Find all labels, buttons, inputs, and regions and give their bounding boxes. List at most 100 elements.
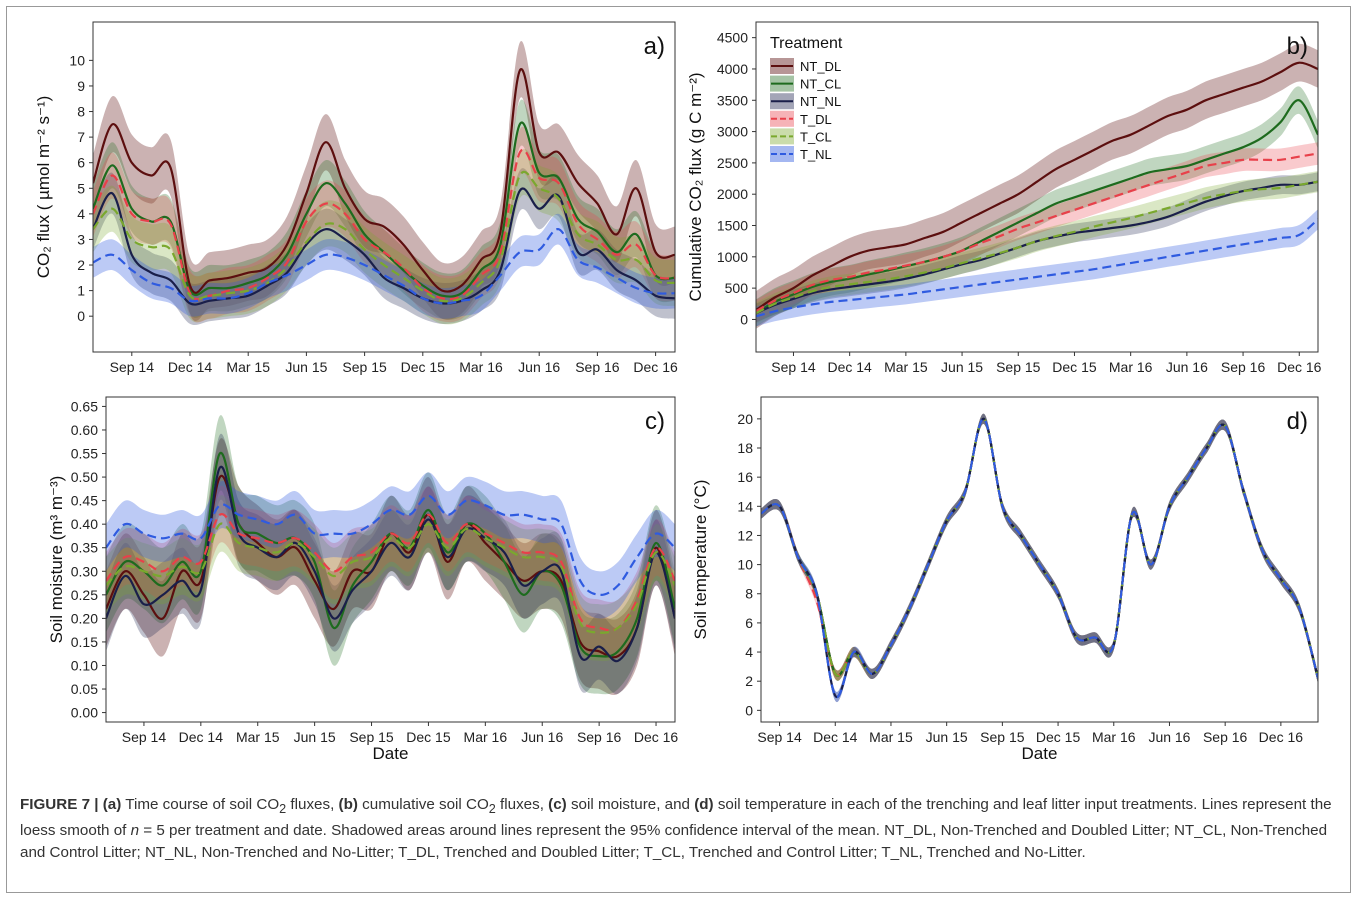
xtick-label-c: Sep 15	[349, 729, 394, 745]
xtick-label-d: Mar 15	[869, 729, 913, 745]
xtick-label-c: Jun 15	[294, 729, 336, 745]
xtick-label-d: Sep 14	[757, 729, 802, 745]
xtick-label-d: Sep 16	[1203, 729, 1248, 745]
ytick-label-d: 12	[737, 527, 753, 543]
band-c-T_DL	[106, 485, 675, 659]
caption-b-text2: fluxes,	[495, 796, 549, 813]
xtick-label-c: Dec 14	[179, 729, 224, 745]
legend-label-NT_DL: NT_DL	[800, 59, 841, 74]
band-c-NT_DL	[106, 438, 675, 695]
xtick-label-d: Dec 14	[813, 729, 858, 745]
figure-caption: FIGURE 7 | (a) Time course of soil CO2 f…	[20, 794, 1335, 864]
xtick-label-a: Jun 15	[285, 359, 327, 375]
line-c-T_NL	[106, 494, 675, 596]
ytick-label-d: 0	[745, 702, 753, 718]
xtick-label-a: Mar 15	[226, 359, 270, 375]
line-b-NT_DL	[756, 61, 1318, 311]
xtick-label-b: Mar 16	[1109, 359, 1153, 375]
ytick-label-a: 5	[77, 180, 85, 196]
xtick-label-d: Mar 16	[1092, 729, 1136, 745]
xlabel-d: Date	[1022, 744, 1058, 763]
ytick-label-d: 10	[737, 557, 753, 573]
band-a-T_CL	[93, 148, 675, 325]
ytick-label-b: 0	[740, 311, 748, 327]
line-d-T_NL	[761, 417, 1318, 699]
ytick-label-a: 1	[77, 283, 85, 299]
ytick-label-b: 2500	[717, 155, 748, 171]
line-b-NT_CL	[756, 99, 1318, 315]
line-c-T_CL	[106, 522, 675, 634]
line-b-T_DL	[756, 152, 1318, 313]
ytick-label-c: 0.10	[71, 657, 98, 673]
xtick-label-b: Sep 16	[1221, 359, 1266, 375]
plot-area-c	[106, 397, 675, 722]
ytick-label-d: 2	[745, 673, 753, 689]
ytick-label-a: 6	[77, 155, 85, 171]
band-b-NT_DL	[756, 43, 1318, 329]
caption-a-text2: fluxes,	[286, 796, 339, 813]
line-a-T_NL	[93, 228, 675, 305]
xtick-label-c: Sep 16	[577, 729, 622, 745]
xtick-label-d: Dec 16	[1259, 729, 1304, 745]
xtick-label-b: Sep 15	[996, 359, 1041, 375]
band-b-T_NL	[756, 209, 1318, 327]
ytick-label-a: 10	[69, 52, 85, 68]
line-c-NT_NL	[106, 465, 675, 663]
ytick-label-b: 1500	[717, 218, 748, 234]
plot-area-b	[756, 22, 1318, 352]
panel-d: 0 2 4 6 8 10 12 14 16 18 20 Sep 14 Dec 14 Mar 15 Jun 1…	[691, 396, 1319, 763]
ytick-label-b: 4500	[717, 30, 748, 46]
ylabel-c: Soil moisture (m³ m⁻³)	[47, 476, 66, 644]
ytick-label-b: 3000	[717, 124, 748, 140]
plot-border-d	[760, 396, 1319, 723]
caption-figure-label: FIGURE 7 |	[20, 796, 99, 813]
legend-title: Treatment	[770, 35, 843, 52]
xtick-label-a: Sep 15	[342, 359, 387, 375]
plot-border-b	[755, 21, 1319, 353]
xtick-label-a: Dec 16	[633, 359, 678, 375]
ytick-label-d: 18	[737, 440, 753, 456]
ytick-label-d: 6	[745, 615, 753, 631]
ytick-label-a: 2	[77, 257, 85, 273]
line-b-T_NL	[756, 218, 1318, 318]
ytick-label-a: 4	[77, 206, 85, 222]
xlabel-c: Date	[373, 744, 409, 763]
caption-d-tag: (d)	[694, 796, 714, 813]
ytick-label-c: 0.65	[71, 398, 98, 414]
ytick-label-c: 0.40	[71, 516, 98, 532]
legend-label-T_CL: T_CL	[800, 129, 832, 144]
legend-label-T_DL: T_DL	[800, 112, 832, 127]
xtick-label-c: Mar 16	[464, 729, 508, 745]
band-d-NT_NL	[761, 413, 1318, 703]
band-b-T_CL	[756, 171, 1318, 324]
plot-border-a	[92, 21, 676, 353]
ytick-label-b: 1000	[717, 249, 748, 265]
ytick-label-b: 3500	[717, 92, 748, 108]
caption-n-text: = 5 per treatment and date. Shadowed are…	[20, 822, 1328, 862]
figure-frame	[6, 6, 1351, 893]
caption-a-sub: 2	[279, 802, 287, 817]
xtick-label-d: Sep 15	[980, 729, 1025, 745]
ytick-label-a: 9	[77, 78, 85, 94]
legend-label-NT_CL: NT_CL	[800, 77, 841, 92]
xtick-label-c: Dec 15	[406, 729, 451, 745]
band-a-T_DL	[93, 126, 675, 323]
ytick-label-c: 0.15	[71, 634, 98, 650]
ytick-label-d: 4	[745, 644, 753, 660]
xtick-label-c: Jun 16	[521, 729, 563, 745]
band-d-T_NL	[761, 413, 1318, 703]
caption-n-var: n	[130, 822, 140, 840]
caption-b-tag: (b)	[338, 796, 358, 813]
band-a-NT_CL	[93, 99, 675, 320]
ylabel-b: Cumulative CO₂ flux (g C m⁻²)	[686, 72, 705, 301]
xtick-label-b: Jun 15	[941, 359, 983, 375]
xtick-label-b: Sep 14	[771, 359, 816, 375]
xtick-label-a: Jun 16	[518, 359, 560, 375]
band-c-NT_NL	[106, 433, 675, 695]
series-group-a	[93, 41, 675, 326]
plot-area-d	[761, 397, 1318, 722]
xtick-label-b: Jun 16	[1166, 359, 1208, 375]
ytick-label-c: 0.60	[71, 422, 98, 438]
series-group-b	[756, 43, 1318, 329]
caption-b-text: cumulative soil CO	[357, 796, 489, 813]
